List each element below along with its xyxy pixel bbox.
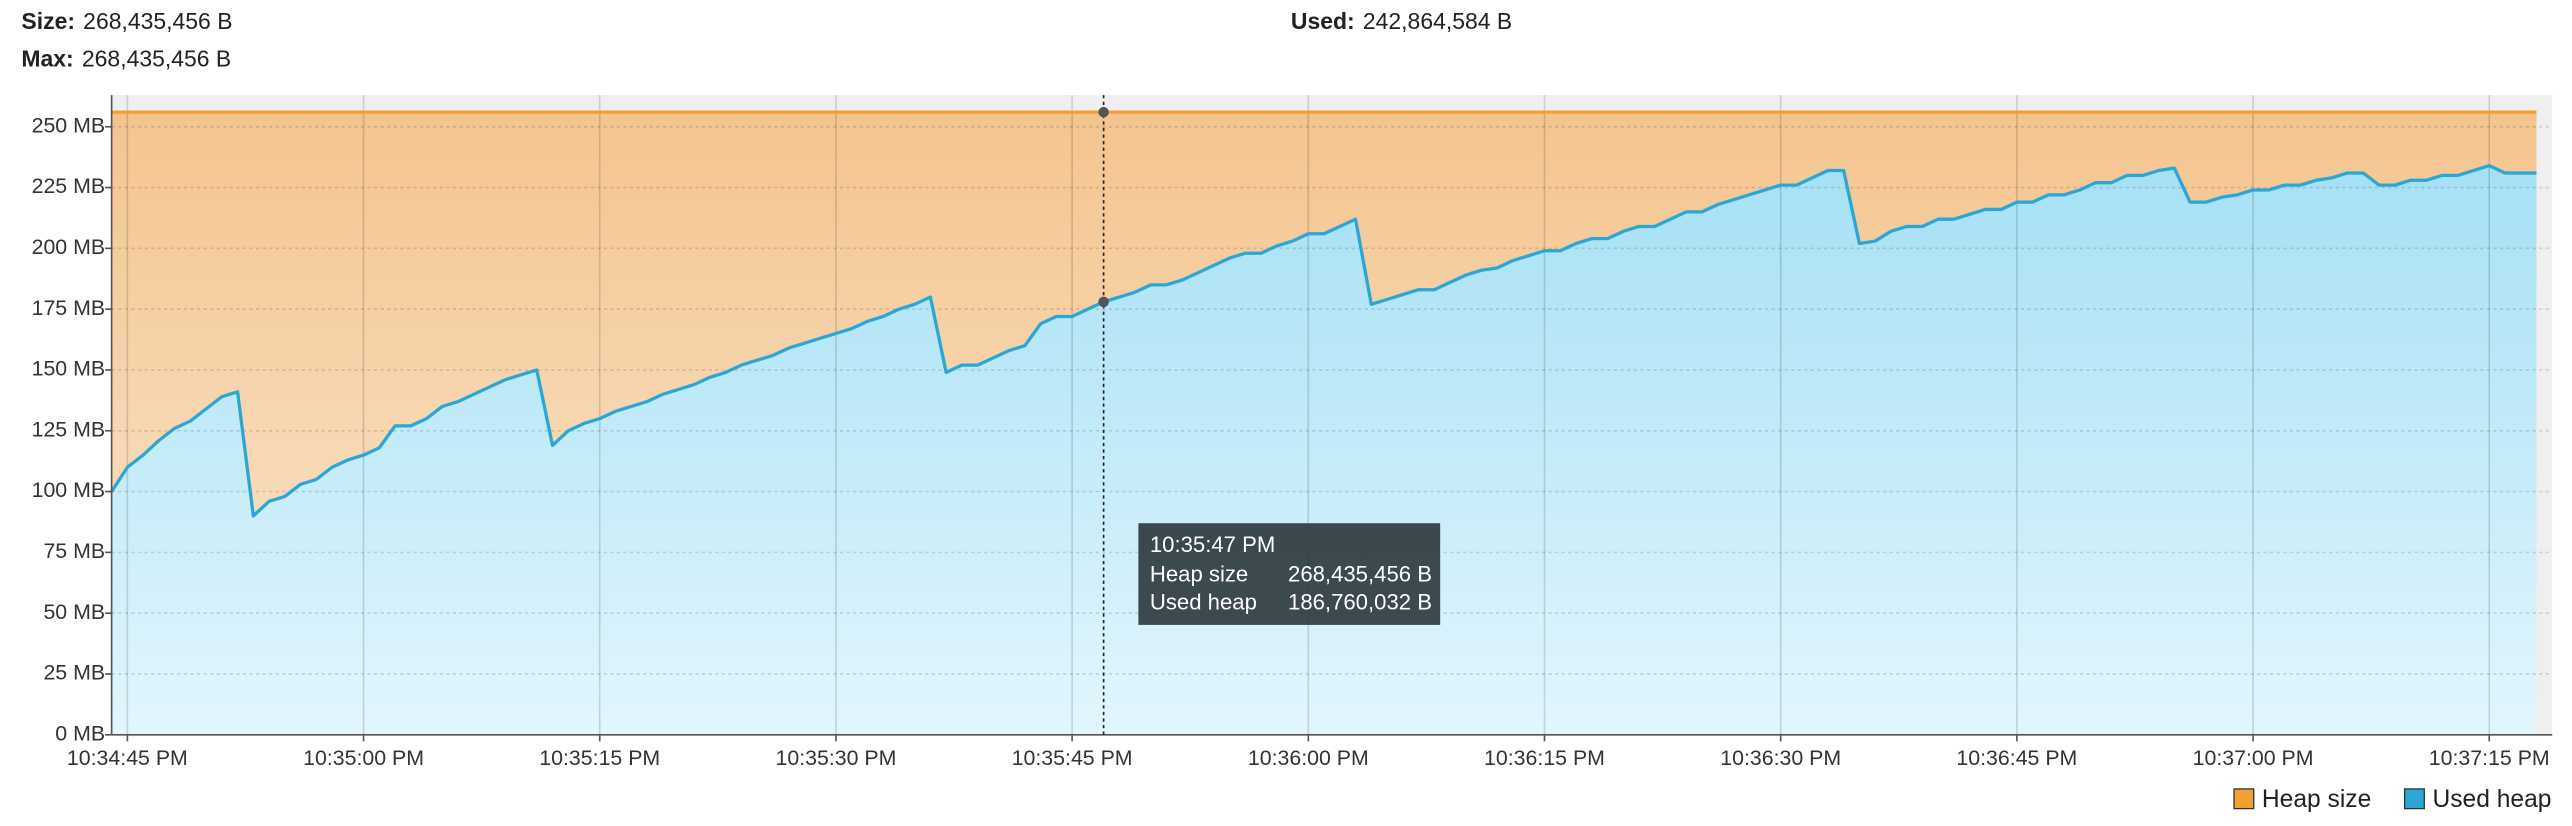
x-tick-label: 10:36:00 PM [1248,746,1369,770]
x-tick-label: 10:37:15 PM [2429,746,2550,770]
tooltip-box [1138,523,1441,625]
used-readout: Used: 242,864,584 B [1291,8,1512,34]
y-tick-label: 0 MB [55,721,105,745]
x-tick-label: 10:35:30 PM [776,746,897,770]
size-readout: Size: 268,435,456 B [21,8,232,34]
y-tick-label: 25 MB [43,661,105,685]
tooltip-time: 10:35:47 PM [1150,532,1275,557]
x-tick-label: 10:35:15 PM [539,746,660,770]
x-tick-label: 10:36:45 PM [1956,746,2077,770]
tooltip-used-value: 186,760,032 B [1288,589,1432,614]
tooltip-used-label: Used heap [1150,589,1257,614]
y-tick-label: 75 MB [43,539,105,563]
used-value: 242,864,584 B [1363,8,1512,34]
x-tick-label: 10:35:00 PM [303,746,424,770]
y-tick-label: 125 MB [32,417,105,441]
size-label: Size: [21,8,75,34]
y-tick-label: 175 MB [32,296,105,320]
x-tick-label: 10:37:00 PM [2193,746,2314,770]
x-tick-label: 10:36:15 PM [1484,746,1605,770]
y-tick-label: 225 MB [32,174,105,198]
tooltip-heap-label: Heap size [1150,562,1248,587]
cursor-dot [1098,296,1109,308]
series-line [110,164,2537,518]
y-tick-label: 150 MB [32,357,105,381]
max-readout: Max: 268,435,456 B [21,46,231,72]
y-tick-label: 50 MB [43,600,105,624]
legend-swatch [2233,788,2255,810]
x-tick-label: 10:34:45 PM [67,746,188,770]
max-value: 268,435,456 B [82,46,231,72]
tooltip-heap-value: 268,435,456 B [1288,562,1432,587]
y-tick-label: 200 MB [32,235,105,259]
max-label: Max: [21,46,73,72]
used-label: Used: [1291,8,1355,34]
tooltip: 10:35:47 PM Heap size 268,435,456 B Used he… [1138,523,1441,625]
legend-swatch [2403,788,2425,810]
cursor-dot [1098,106,1109,118]
x-tick-label: 10:36:30 PM [1720,746,1841,770]
legend-label: Used heap [2432,786,2551,813]
legend-label: Heap size [2262,786,2371,813]
y-tick-label: 250 MB [32,113,105,137]
y-tick-label: 100 MB [32,478,105,502]
area [111,165,2537,735]
x-tick-label: 10:35:45 PM [1012,746,1133,770]
size-value: 268,435,456 B [83,8,232,34]
